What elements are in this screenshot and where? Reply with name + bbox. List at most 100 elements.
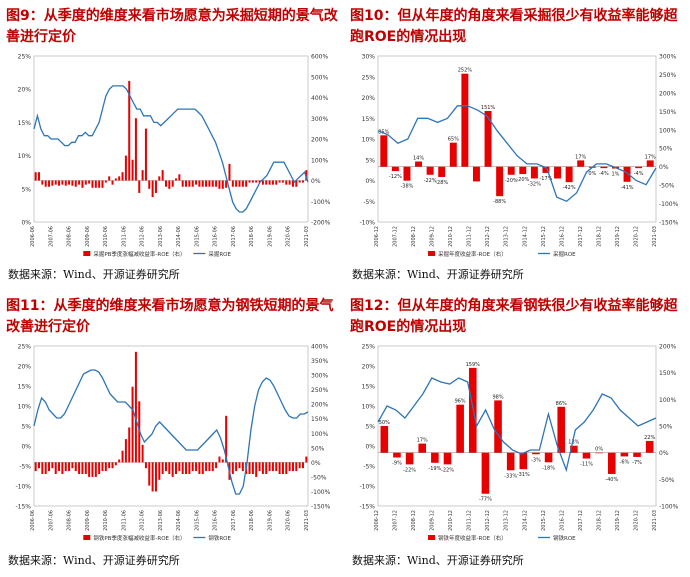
- bar: [645, 440, 654, 453]
- fig11-title-text: 从季度的维度来看市场愿意为钢铁短期的景气改善进行定价: [6, 298, 334, 335]
- bar: [44, 462, 47, 474]
- bar-data-label: -31%: [517, 472, 530, 478]
- right-tick-label: 0%: [311, 178, 321, 185]
- bar: [532, 452, 540, 455]
- fig9-chart: 0% 5% 10% 15% 20% 25% -200% -100% 0% 100% 200% 300%…: [18, 54, 331, 259]
- legend-line-label: 采掘ROE: [553, 250, 576, 258]
- bar: [481, 452, 490, 494]
- bar: [104, 180, 107, 183]
- bar-data-label: -33%: [504, 473, 517, 479]
- bar: [278, 462, 281, 474]
- bar: [191, 462, 194, 472]
- left-tick-label: 15%: [362, 116, 376, 123]
- right-tick-label: -100%: [311, 489, 331, 496]
- x-tick-label: 2014-12: [522, 510, 528, 531]
- bar: [261, 462, 264, 474]
- bar: [161, 462, 164, 474]
- bar-data-label: 98%: [492, 394, 503, 400]
- bar-data-label: -18%: [542, 465, 555, 471]
- bar: [54, 180, 57, 185]
- bar: [54, 462, 57, 474]
- bar: [68, 462, 71, 472]
- fig11-source: 数据来源：Wind、开源证券研究所: [8, 554, 180, 567]
- bar: [71, 180, 74, 186]
- bar: [58, 180, 61, 186]
- x-tick-label: 2008-12: [411, 226, 417, 247]
- fig9-title-label: 图9：: [6, 8, 44, 24]
- bar: [154, 462, 157, 492]
- left-tick-label: 25%: [18, 54, 32, 61]
- right-tick-label: -150%: [659, 220, 679, 227]
- x-tick-label: 2011-12: [467, 510, 473, 531]
- bar-data-label: 0%: [588, 171, 596, 177]
- right-tick-label: 100%: [659, 127, 676, 134]
- left-tick-label: 0%: [365, 444, 375, 451]
- bar: [258, 180, 261, 183]
- bar: [582, 452, 591, 459]
- bar: [472, 166, 480, 182]
- bar: [241, 462, 244, 472]
- left-tick-label: 25%: [18, 344, 32, 351]
- bar: [288, 462, 291, 472]
- bar: [281, 180, 284, 183]
- bar: [188, 462, 191, 474]
- right-tick-label: 300%: [311, 373, 328, 380]
- bar: [98, 462, 101, 474]
- bar: [181, 180, 184, 187]
- right-tick-label: 350%: [311, 358, 328, 365]
- x-tick-label: 2006-12: [374, 510, 380, 531]
- bar: [151, 462, 154, 492]
- bar: [71, 462, 74, 469]
- x-tick-label: 2010-12: [448, 226, 454, 247]
- bar: [134, 351, 137, 463]
- right-tick-label: 100%: [311, 157, 328, 164]
- left-tick-label: 10%: [362, 137, 376, 144]
- bar: [51, 180, 54, 186]
- bar: [291, 180, 294, 187]
- right-tick-label: 0%: [659, 450, 669, 457]
- bar: [185, 462, 188, 474]
- right-tick-label: -100%: [311, 199, 331, 206]
- fig9-title: 图9：从季度的维度来看市场愿意为采掘短期的景气改善进行定价: [6, 6, 338, 48]
- bar: [74, 462, 77, 472]
- right-tick-label: 200%: [659, 344, 676, 351]
- bar: [301, 462, 304, 469]
- left-tick-label: 0%: [21, 220, 31, 227]
- bar-data-label: 0%: [595, 447, 603, 453]
- left-tick-label: -5%: [363, 464, 375, 471]
- bar-data-label: -41%: [621, 185, 634, 191]
- bar: [577, 160, 585, 167]
- bar-data-label: -11%: [580, 462, 593, 468]
- bar-data-label: -12%: [389, 174, 402, 180]
- right-tick-label: 100%: [311, 431, 328, 438]
- x-tick-label: 2019-12: [615, 226, 621, 247]
- x-tick-label: 2014-06: [176, 226, 182, 247]
- bar: [61, 462, 64, 474]
- bar: [164, 462, 167, 472]
- right-tick-label: 150%: [311, 416, 328, 423]
- right-tick-label: 50%: [659, 146, 673, 153]
- fig11-title: 图11：从季度的维度来看市场愿意为钢铁短期的景气改善进行定价: [6, 296, 338, 338]
- bar: [461, 73, 469, 167]
- bar: [235, 180, 238, 187]
- bar: [221, 180, 224, 189]
- bar-data-label: 22%: [644, 435, 655, 441]
- bar: [84, 462, 87, 474]
- bar: [238, 462, 241, 469]
- bar: [51, 462, 54, 469]
- bar: [607, 452, 616, 474]
- left-tick-label: 25%: [362, 74, 376, 81]
- x-tick-label: 2013-12: [504, 226, 510, 247]
- bar: [131, 159, 134, 181]
- right-tick-label: -150%: [311, 504, 331, 511]
- x-tick-label: 2015-06: [194, 226, 200, 247]
- bar: [118, 459, 121, 463]
- bar: [205, 180, 208, 187]
- bar: [208, 462, 211, 472]
- fig10-chart: -10% -5% 0% 5% 10% 15% 20% 25% 30% -150% -100% -50%…: [359, 54, 679, 259]
- bar: [426, 166, 434, 175]
- left-tick-label: 10%: [362, 404, 376, 411]
- bar: [114, 178, 117, 181]
- bar: [101, 180, 104, 188]
- bar: [121, 172, 124, 181]
